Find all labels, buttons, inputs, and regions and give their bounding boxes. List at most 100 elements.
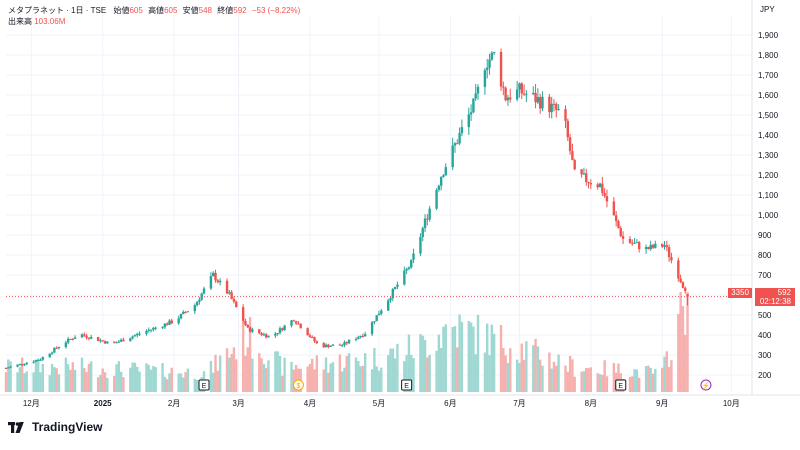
volume-label: 出来高 [8, 17, 32, 26]
candle-body [202, 288, 206, 294]
time-axis[interactable]: 12月 2025 2月 3月 4月 5月 6月 7月 8月 9月 10月 [0, 394, 800, 408]
event-marker[interactable]: ⚡ [700, 379, 712, 391]
tradingview-logo[interactable]: TradingView [8, 419, 102, 435]
volume-bar [405, 355, 408, 392]
volume-bar [163, 376, 167, 392]
candle-body [20, 363, 24, 365]
volume-bar [635, 369, 639, 392]
candle-body [651, 244, 655, 248]
event-markers[interactable]: E $ E E ⚡ [198, 379, 712, 391]
volume-bar [661, 367, 664, 392]
volume-bar [460, 321, 464, 392]
volume-bar [663, 356, 666, 392]
volume-bar [145, 363, 148, 392]
candle-body [251, 329, 254, 332]
candle-body [209, 276, 213, 289]
candle-body [568, 137, 572, 152]
candle-body [324, 344, 328, 348]
volume-bar [34, 361, 38, 392]
candle-body [131, 336, 134, 339]
candle-body [499, 51, 503, 87]
volume-bar [536, 346, 540, 392]
volume-bar [437, 334, 441, 392]
candle-body [329, 345, 332, 347]
candle-body [405, 268, 408, 271]
candle-body [389, 298, 392, 301]
volume-bar [684, 334, 687, 392]
volume-bar [490, 324, 494, 392]
volume-bar [612, 362, 616, 392]
candle-body [260, 333, 263, 335]
volume-bar [340, 371, 344, 392]
candle-body [182, 311, 185, 315]
volume-bar [230, 353, 233, 392]
ohlc-row: メタプラネット · 1日 · TSE 始値605 高値605 安値548 終値5… [8, 5, 300, 16]
candle-body [50, 352, 54, 354]
candle-body [136, 333, 139, 336]
candle-body [387, 300, 390, 311]
volume-bar [241, 322, 245, 392]
candle-body [48, 353, 51, 358]
open-label: 始値 [113, 6, 130, 15]
volume-bar [377, 370, 381, 392]
candle-body [133, 335, 137, 337]
candle-body [564, 109, 567, 121]
volume-bar [345, 355, 348, 392]
candle-body [555, 103, 558, 110]
volume-bar [601, 374, 604, 392]
volume-bar [66, 364, 70, 392]
candle-body [467, 114, 470, 128]
candle-body [145, 331, 148, 334]
split-marker-icon [700, 379, 712, 391]
volume-bar [499, 325, 503, 392]
volume-bar [552, 361, 556, 392]
volume-bar [115, 364, 118, 392]
volume-bar [327, 372, 330, 392]
volume-bar [522, 360, 526, 392]
volume-bar [48, 375, 51, 392]
volume-bar [541, 365, 544, 392]
candle-body [396, 284, 399, 287]
candle-body [4, 368, 8, 369]
volume-bar [32, 372, 35, 392]
candle-body [212, 272, 215, 277]
x-tick-label: 12月 [23, 399, 40, 408]
volume-bar [7, 359, 10, 392]
candle-layer [4, 48, 752, 369]
candle-body [41, 357, 45, 360]
candle-body [57, 347, 61, 349]
candle-body [488, 59, 491, 68]
candle-body [308, 335, 312, 337]
volume-bar [472, 326, 475, 392]
event-marker[interactable]: $ [292, 379, 304, 391]
volume-bar [184, 372, 187, 392]
volume-bar [525, 341, 528, 392]
brand-name: TradingView [32, 420, 103, 434]
volume-bar [557, 354, 560, 392]
price-axis[interactable]: 2003004005006007008009001,0001,1001,2001… [751, 0, 779, 395]
candle-body [391, 289, 395, 299]
candle-body [428, 208, 431, 220]
y-tick-label: 1,100 [758, 191, 779, 200]
candle-body [649, 244, 652, 250]
volume-bar [18, 367, 22, 392]
candle-body [147, 329, 150, 332]
event-marker[interactable]: E [401, 379, 413, 391]
candle-body [9, 366, 12, 368]
candle-body [644, 247, 648, 250]
symbol-title[interactable]: メタプラネット · 1日 · TSE [8, 6, 107, 15]
candle-body [53, 347, 56, 353]
event-marker[interactable]: E [198, 379, 210, 391]
volume-bar [306, 366, 309, 392]
candle-body [83, 334, 86, 336]
event-marker[interactable]: E [615, 379, 627, 391]
candle-body [55, 347, 58, 349]
candle-body [403, 270, 406, 285]
candle-body [469, 112, 473, 115]
volume-bar [55, 368, 58, 392]
candle-body [299, 323, 302, 329]
volume-bar [532, 345, 535, 392]
volume-bar [651, 373, 655, 392]
